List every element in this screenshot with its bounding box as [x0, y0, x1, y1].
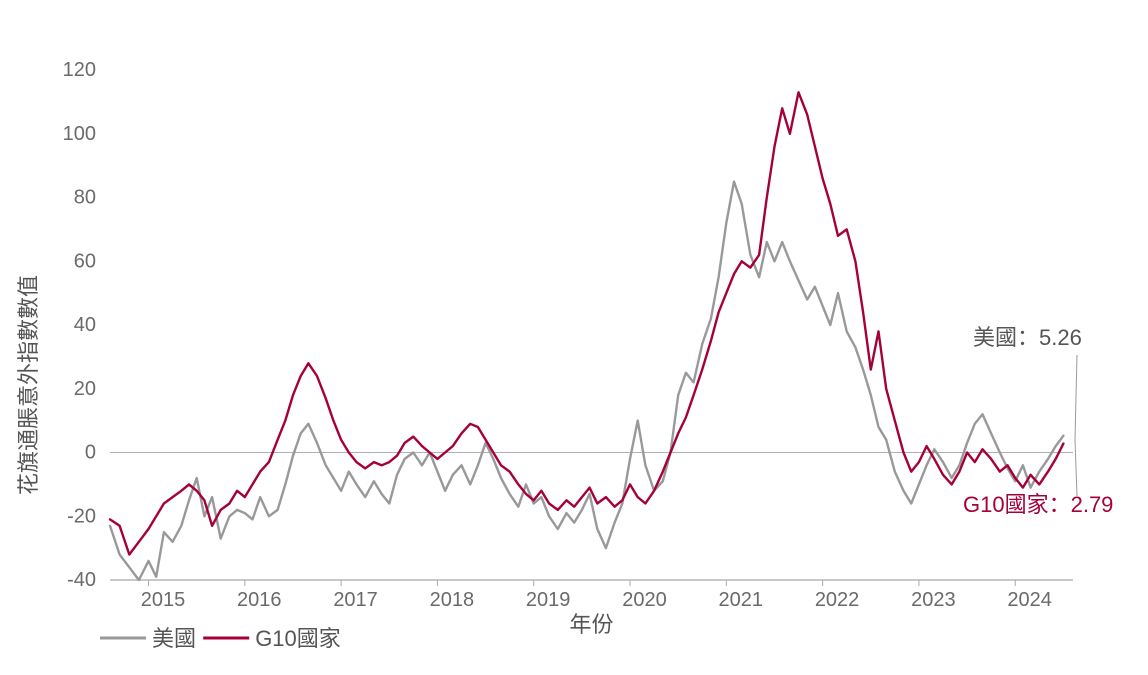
end-label-us-prefix: 美國： [973, 325, 1039, 350]
y-tick-label: -40 [67, 569, 96, 591]
y-tick-label: 0 [85, 442, 96, 464]
legend-layer: 美國 G10國家 [100, 626, 341, 651]
x-axis-label: 年份 [569, 612, 613, 637]
callout-line-us [1075, 355, 1077, 440]
axes-layer: -40 -20 0 20 40 60 80 100 120 2015 2016 2017 2018 201… [63, 59, 1073, 611]
y-tick-label: 60 [74, 250, 96, 272]
y-tick-label: 80 [74, 187, 96, 209]
y-tick-label: 120 [63, 59, 96, 81]
end-label-g10-value: 2.79 [1071, 492, 1114, 517]
series-line-g10 [110, 92, 1063, 554]
chart-svg: -40 -20 0 20 40 60 80 100 120 2015 2016 2017 2018 201… [0, 0, 1148, 675]
x-tick-label: 2021 [719, 589, 764, 611]
end-label-g10: G10國家：2.79 [963, 492, 1113, 517]
series-line-us [110, 182, 1063, 580]
y-tick-label: 40 [74, 314, 96, 336]
x-tick-label: 2018 [430, 589, 475, 611]
y-tick-label: -20 [67, 505, 96, 527]
x-tick-label: 2024 [1007, 589, 1052, 611]
legend-label-us: 美國 [152, 626, 196, 651]
legend-label-g10: G10國家 [255, 626, 341, 651]
x-tick-label: 2015 [141, 589, 186, 611]
x-tick-label: 2023 [911, 589, 956, 611]
x-tick-label: 2022 [815, 589, 860, 611]
y-tick-label: 100 [63, 123, 96, 145]
x-tick-label: 2016 [237, 589, 282, 611]
end-label-us: 美國：5.26 [973, 325, 1082, 350]
labels-layer: 花旗通脹意外指數數值年份 [16, 275, 614, 637]
x-tick-label: 2020 [622, 589, 667, 611]
y-axis-label: 花旗通脹意外指數數值 [16, 275, 41, 495]
callout-line-g10 [1075, 440, 1077, 496]
y-tick-label: 20 [74, 378, 96, 400]
end-label-us-value: 5.26 [1039, 325, 1082, 350]
series-layer [110, 92, 1063, 580]
x-tick-label: 2019 [526, 589, 571, 611]
end-label-g10-prefix: G10國家： [963, 492, 1071, 517]
inflation-surprise-chart: -40 -20 0 20 40 60 80 100 120 2015 2016 2017 2018 201… [0, 0, 1148, 675]
x-tick-label: 2017 [333, 589, 378, 611]
